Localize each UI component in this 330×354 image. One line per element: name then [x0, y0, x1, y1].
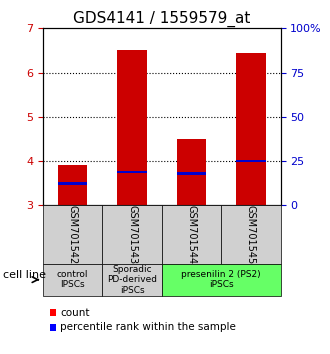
Text: percentile rank within the sample: percentile rank within the sample [60, 322, 236, 332]
Bar [236, 53, 266, 205]
Bar [177, 172, 206, 175]
Bar [177, 139, 206, 205]
Bar [58, 166, 87, 205]
Text: GSM701543: GSM701543 [127, 205, 137, 264]
Text: GSM701542: GSM701542 [68, 205, 78, 264]
Text: cell line: cell line [3, 270, 46, 280]
Text: presenilin 2 (PS2)
iPSCs: presenilin 2 (PS2) iPSCs [181, 270, 261, 289]
Text: Sporadic
PD-derived
iPSCs: Sporadic PD-derived iPSCs [107, 265, 157, 295]
Bar [117, 51, 147, 205]
Text: GSM701545: GSM701545 [246, 205, 256, 264]
Text: control
IPSCs: control IPSCs [57, 270, 88, 289]
Text: count: count [60, 308, 89, 318]
Title: GDS4141 / 1559579_at: GDS4141 / 1559579_at [73, 11, 250, 27]
Bar [58, 182, 87, 184]
Bar [236, 160, 266, 162]
Text: GSM701544: GSM701544 [186, 205, 196, 264]
Bar [117, 171, 147, 173]
